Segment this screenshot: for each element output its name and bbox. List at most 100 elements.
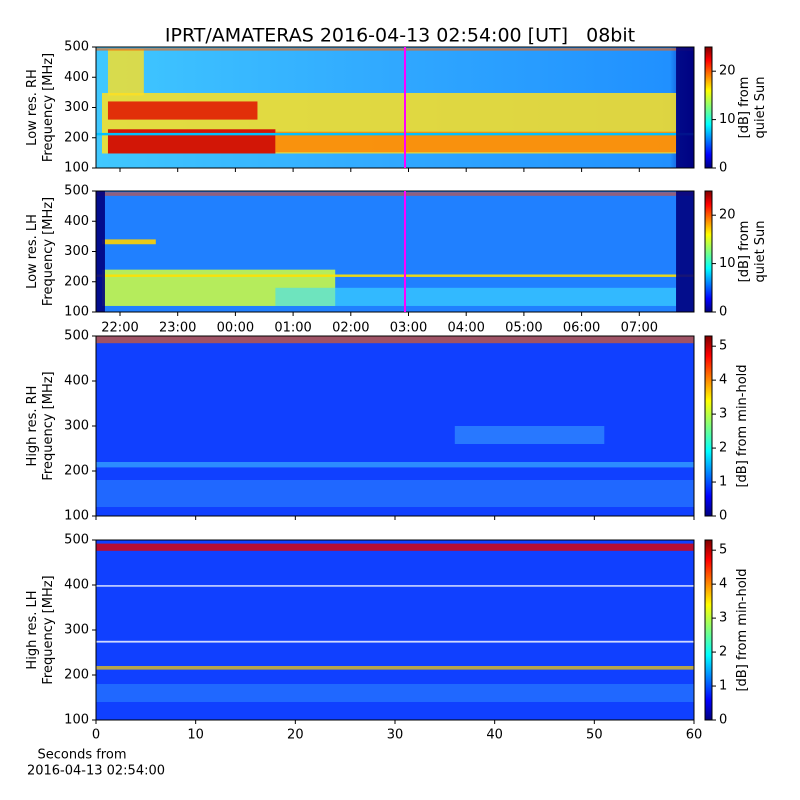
x-tick-label: 07:00 — [621, 321, 658, 336]
colorbar-tick-label: 2 — [719, 441, 727, 456]
colorbar-tick-label: 4 — [719, 577, 727, 592]
y-tick-label: 500 — [64, 40, 89, 55]
y-tick-label: 500 — [64, 329, 89, 344]
heatmap-texture — [454, 426, 605, 444]
heatmap-texture — [96, 666, 694, 670]
colorbar-tick-label: 0 — [719, 305, 727, 320]
y-tick-label: 100 — [64, 509, 89, 524]
heatmap-texture — [275, 287, 677, 306]
heatmap-texture — [101, 239, 156, 245]
y-tick-label: 100 — [64, 161, 89, 176]
colorbar-label-line: [dB] from — [737, 221, 752, 283]
y-axis-label-line: Frequency [MHz] — [41, 197, 56, 306]
x-tick-label: 30 — [387, 728, 404, 743]
colorbar-tick-label: 5 — [719, 543, 727, 558]
heatmap-texture — [96, 274, 694, 277]
colorbar-tick-label: 3 — [719, 611, 727, 626]
x-tick-label: 60 — [686, 728, 703, 743]
heatmap-texture — [676, 47, 694, 168]
colorbar — [704, 335, 713, 517]
y-axis-label-line: High res. RH — [25, 386, 40, 467]
y-tick-label: 400 — [64, 214, 89, 229]
colorbar-tick-label: 2 — [719, 645, 727, 660]
heatmap-texture — [676, 191, 694, 312]
x-tick-label: 50 — [586, 728, 603, 743]
heatmap-texture — [96, 585, 694, 587]
y-tick-label: 400 — [64, 578, 89, 593]
y-axis-label: Low res. RHFrequency [MHz] — [25, 53, 56, 162]
colorbar-label-line: quiet Sun — [753, 220, 768, 282]
x-tick-label: 0 — [92, 728, 100, 743]
heatmap-texture — [96, 462, 694, 468]
colorbar — [704, 46, 713, 169]
y-tick-label: 300 — [64, 419, 89, 434]
heatmap-texture — [96, 640, 694, 643]
y-axis-label-line: Frequency [MHz] — [41, 575, 56, 684]
x-tick-label: 05:00 — [505, 321, 542, 336]
colorbar-tick-label: 0 — [719, 713, 727, 728]
heatmap-texture — [96, 684, 694, 702]
y-axis-label-line: Frequency [MHz] — [41, 371, 56, 480]
y-axis-label-line: High res. LH — [25, 590, 40, 669]
y-tick-label: 100 — [64, 305, 89, 320]
colorbar — [704, 539, 713, 721]
x-tick-label: 10 — [187, 728, 204, 743]
y-axis-label: High res. RHFrequency [MHz] — [25, 371, 56, 480]
y-tick-label: 200 — [64, 130, 89, 145]
colorbar-label-line: [dB] from min-hold — [735, 568, 750, 691]
y-axis-label-line: Frequency [MHz] — [41, 53, 56, 162]
colorbar-label: [dB] fromquiet Sun — [737, 220, 768, 282]
x-tick-label: 23:00 — [159, 321, 196, 336]
y-tick-label: 400 — [64, 374, 89, 389]
colorbar-tick-label: 10 — [719, 112, 736, 127]
y-tick-label: 300 — [64, 100, 89, 115]
heatmap-texture — [96, 543, 694, 551]
y-tick-label: 200 — [64, 464, 89, 479]
x-tick-label: 04:00 — [447, 321, 484, 336]
heatmap-texture — [107, 101, 258, 120]
colorbar-tick-label: 20 — [719, 64, 736, 79]
colorbar-label-line: [dB] from — [737, 77, 752, 139]
x-tick-label: 40 — [486, 728, 503, 743]
y-tick-label: 200 — [64, 668, 89, 683]
x-tick-label: 20 — [287, 728, 304, 743]
y-tick-label: 500 — [64, 533, 89, 548]
colorbar-label-line: quiet Sun — [753, 76, 768, 138]
y-axis-label-line: Low res. LH — [25, 214, 40, 289]
heatmap-texture — [107, 49, 144, 96]
colorbar-label-line: [dB] from min-hold — [735, 364, 750, 487]
y-tick-label: 200 — [64, 274, 89, 289]
x-axis-label: 2016-04-13 02:54:00 — [27, 764, 165, 779]
colorbar-tick-label: 5 — [719, 339, 727, 354]
colorbar-tick-label: 0 — [719, 509, 727, 524]
colorbar — [704, 190, 713, 313]
y-tick-label: 500 — [64, 184, 89, 199]
x-tick-label: 22:00 — [101, 321, 138, 336]
y-tick-label: 300 — [64, 244, 89, 259]
y-axis-label: Low res. LHFrequency [MHz] — [25, 197, 56, 306]
chart-title: IPRT/AMATERAS 2016-04-13 02:54:00 [UT] 0… — [165, 25, 635, 47]
colorbar-tick-label: 1 — [719, 679, 727, 694]
heatmap-texture — [96, 132, 694, 136]
colorbar-tick-label: 1 — [719, 475, 727, 490]
colorbar-label: [dB] from min-hold — [735, 568, 750, 691]
heatmap-texture — [96, 192, 694, 196]
x-tick-label: 01:00 — [274, 321, 311, 336]
heatmap-texture — [96, 48, 694, 51]
x-tick-label: 06:00 — [563, 321, 600, 336]
y-axis-label: High res. LHFrequency [MHz] — [25, 575, 56, 684]
colorbar-tick-label: 10 — [719, 256, 736, 271]
heatmap-texture — [96, 336, 694, 344]
colorbar-tick-label: 4 — [719, 373, 727, 388]
y-tick-label: 300 — [64, 623, 89, 638]
x-axis-label: Seconds from — [37, 748, 126, 763]
heatmap-texture — [96, 480, 694, 507]
x-tick-label: 00:00 — [217, 321, 254, 336]
colorbar-label: [dB] from min-hold — [735, 364, 750, 487]
heatmap-texture — [275, 131, 677, 153]
x-tick-label: 02:00 — [332, 321, 369, 336]
colorbar-tick-label: 20 — [719, 208, 736, 223]
y-axis-label-line: Low res. RH — [25, 69, 40, 146]
colorbar-label: [dB] fromquiet Sun — [737, 76, 768, 138]
